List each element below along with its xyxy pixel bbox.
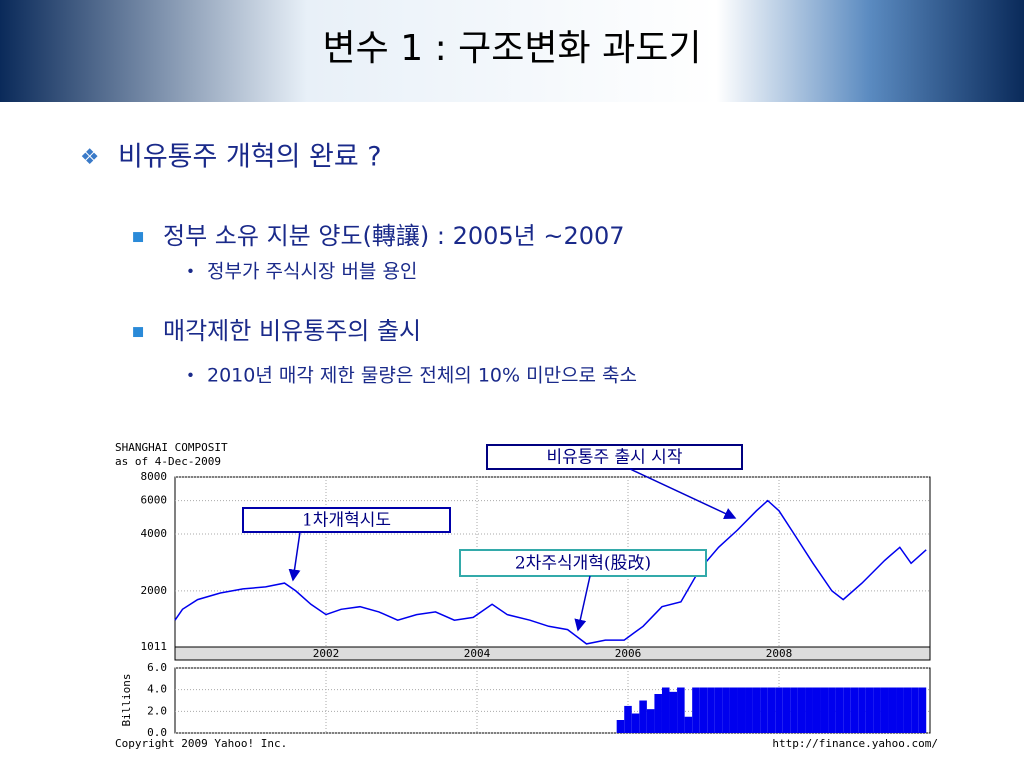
chart-subtitle: as of 4-Dec-2009 (115, 455, 221, 468)
volume-bar (631, 713, 640, 733)
volume-bar (639, 700, 647, 733)
volume-bar (714, 687, 723, 733)
y-tick-label: 0.0 (147, 726, 167, 739)
volume-bar (646, 709, 655, 733)
volume-bar (888, 687, 897, 733)
x-tick-label: 2004 (464, 647, 491, 660)
bullet-text: 2010년 매각 제한 물량은 전체의 10% 미만으로 축소 (207, 365, 637, 387)
y-tick-label: 6000 (141, 494, 168, 507)
y-tick-label: 8000 (141, 470, 168, 483)
volume-bar (737, 687, 746, 733)
volume-bar (707, 687, 715, 733)
annotation-box (486, 444, 743, 470)
volume-bar (729, 687, 738, 733)
annotation-text: 비유통주 출시 시작 (547, 448, 683, 468)
annotation-arrow (574, 575, 591, 632)
bullet-marker: • (186, 263, 195, 281)
annotation-text: 1차개혁시도 (302, 511, 391, 531)
y-tick-label: 4.0 (147, 683, 167, 696)
volume-bar (880, 687, 889, 733)
x-band (174, 646, 931, 661)
volume-bar (903, 687, 912, 733)
volume-bar (752, 687, 761, 733)
volume-bar (858, 687, 866, 733)
copyright: Copyright 2009 Yahoo! Inc. (115, 737, 287, 750)
y-tick-label: 6.0 (147, 661, 167, 674)
volume-bar (911, 687, 919, 733)
volume-bar (812, 687, 821, 733)
volume-bar (654, 694, 662, 733)
volume-bar (722, 687, 730, 733)
bullet-marker: • (186, 367, 195, 385)
volume-bar (873, 687, 881, 733)
volume-label: Billions (120, 674, 133, 727)
volume-bar (692, 687, 700, 733)
y-tick-label: 2000 (141, 584, 168, 597)
volume-bar (760, 687, 768, 733)
header-band (0, 0, 1024, 102)
volume-bar (843, 687, 851, 733)
volume-bar (699, 687, 708, 733)
y-tick-label: 2.0 (147, 704, 167, 717)
slide-title: 변수 1 : 구조변화 과도기 (323, 28, 702, 69)
annotation-text: 2차주식개혁(股改) (515, 554, 651, 574)
volume-bar (745, 687, 753, 733)
bullet-list: ❖ 비유통주 개혁의 완료 ? ■ 정부 소유 지분 양도(轉讓) : 2005년 ~… (80, 142, 637, 387)
volume-bar (677, 687, 685, 733)
volume-bar (616, 720, 625, 733)
annotation-box (459, 549, 707, 577)
bullet-marker: ❖ (80, 145, 99, 170)
volume-bar (624, 705, 632, 733)
volume-bar (896, 687, 904, 733)
annotation-arrow (288, 531, 301, 582)
annotation-arrow (629, 468, 737, 519)
y-tick-label: 1011 (141, 640, 168, 653)
bullet-marker: ■ (132, 325, 144, 340)
bullet-text: 비유통주 개혁의 완료 ? (118, 142, 382, 173)
volume-bar (805, 687, 813, 733)
bullet-text: 매각제한 비유통주의 출시 (163, 317, 421, 345)
volume-bar (850, 687, 859, 733)
volume-bar (661, 687, 670, 733)
volume-bar (835, 687, 844, 733)
volume-bar (790, 687, 798, 733)
volume-bar (767, 687, 776, 733)
volume-bar (669, 691, 678, 733)
price-line (174, 499, 927, 645)
y-tick-label: 4000 (141, 527, 168, 540)
bullet-marker: ■ (132, 230, 144, 245)
x-tick-label: 2006 (615, 647, 642, 660)
chart-title: SHANGHAI COMPOSIT (115, 441, 228, 454)
x-tick-label: 2002 (313, 647, 340, 660)
source: http://finance.yahoo.com/ (772, 737, 938, 750)
volume-bar (828, 687, 836, 733)
volume-bar (782, 687, 791, 733)
volume-bar (775, 687, 783, 733)
bullet-text: 정부 소유 지분 양도(轉讓) : 2005년 ~2007 (163, 222, 625, 250)
volume-bar (918, 687, 927, 733)
annotation-box (242, 507, 451, 533)
x-tick-label: 2008 (766, 647, 793, 660)
bullet-text: 정부가 주식시장 버블 용인 (207, 261, 417, 283)
volume-bar (797, 687, 806, 733)
volume-bar (820, 687, 829, 733)
volume-bar (684, 716, 693, 733)
volume-bar (865, 687, 874, 733)
